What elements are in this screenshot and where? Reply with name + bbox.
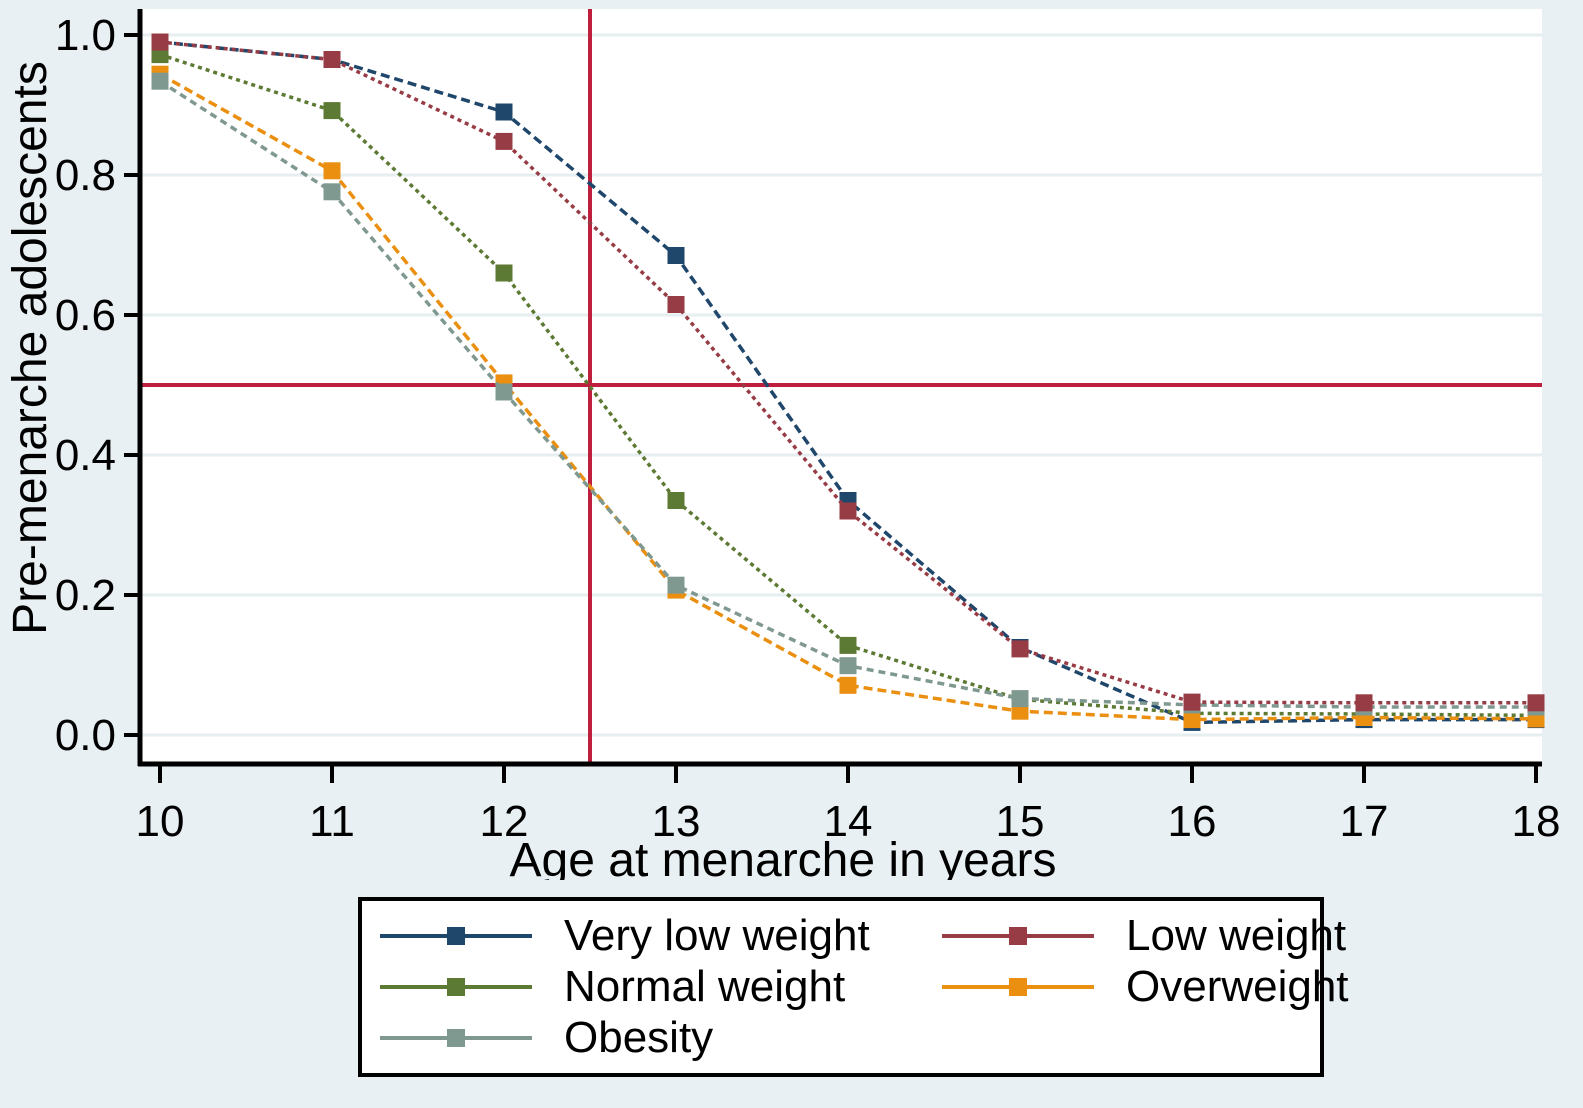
legend-marker-swatch (1009, 927, 1027, 946)
data-point-marker-low-weight (1527, 694, 1545, 712)
x-tick-label: 13 (652, 797, 701, 846)
legend-sample-low-weight (942, 924, 1094, 948)
tick-labels: 0.0 0.2 0.4 0.6 0.8 1.0 10 11 12 13 14 15 16 17 18 (55, 11, 1561, 846)
y-tick-label: 1.0 (55, 11, 116, 60)
data-point-marker-low-weight (495, 132, 513, 150)
x-tick-label: 11 (309, 797, 355, 846)
legend-sample-overweight (942, 975, 1094, 999)
legend-item-low-weight: Low weight (942, 911, 1349, 961)
tick-marks (124, 33, 1538, 783)
x-axis-title: Age at menarche in years (510, 834, 1057, 880)
legend-marker-swatch (1009, 977, 1027, 996)
data-point-marker-low-weight (323, 51, 341, 68)
data-point-marker-very-low-weight (667, 247, 685, 264)
x-tick-label: 15 (996, 797, 1045, 846)
y-tick-label: 0.2 (55, 571, 116, 620)
series-lines (151, 33, 1545, 731)
data-point-marker-normal-weight (667, 492, 685, 509)
data-point-marker-obesity (667, 576, 685, 594)
data-point-marker-obesity (495, 383, 513, 401)
legend-sample-obesity (380, 1026, 532, 1050)
data-point-marker-very-low-weight (495, 103, 513, 121)
data-point-marker-low-weight (1355, 694, 1373, 712)
data-point-marker-low-weight (1183, 693, 1201, 711)
axes (137, 9, 1542, 767)
legend-label: Very low weight (564, 911, 870, 961)
gridlines (140, 33, 1542, 737)
series-line-normal-weight (159, 52, 1537, 718)
x-tick-label: 17 (1340, 797, 1389, 846)
legend-sample-very-low-weight (380, 924, 532, 948)
legend-label: Overweight (1126, 961, 1349, 1011)
x-tick-label: 10 (136, 797, 185, 846)
y-tick-label: 0.6 (55, 291, 116, 340)
data-point-marker-overweight (323, 162, 341, 180)
x-tick-label: 16 (1168, 797, 1217, 846)
legend-item-very-low-weight: Very low weight (380, 911, 942, 961)
legend-item-normal-weight: Normal weight (380, 962, 942, 1012)
data-point-marker-overweight (839, 676, 857, 694)
data-point-marker-low-weight (151, 33, 169, 51)
data-point-marker-normal-weight (323, 102, 341, 120)
legend-sample-normal-weight (380, 975, 532, 999)
data-point-marker-obesity (1011, 690, 1029, 708)
legend-marker-swatch (447, 927, 465, 946)
data-point-marker-overweight (1183, 711, 1201, 729)
legend-item-overweight: Overweight (942, 962, 1349, 1012)
legend-item-obesity: Obesity (380, 1013, 942, 1063)
legend-label: Obesity (564, 1012, 714, 1062)
legend-label: Low weight (1126, 911, 1347, 961)
legend-box: Very low weight Normal weight Obesity Low w… (358, 897, 1349, 1077)
series-line-low-weight (159, 40, 1536, 705)
legend-marker-swatch (447, 977, 465, 996)
x-tick-label: 12 (480, 797, 529, 846)
data-point-marker-obesity (323, 183, 341, 201)
data-point-marker-low-weight (667, 296, 685, 313)
survival-chart: 0.0 0.2 0.4 0.6 0.8 1.0 10 11 12 13 14 15 16 17 18 Pre… (4, 9, 1561, 880)
series-line-overweight (159, 72, 1537, 722)
y-tick-label: 0.8 (55, 151, 116, 200)
y-tick-label: 0.4 (55, 431, 116, 480)
legend-label: Normal weight (564, 961, 846, 1011)
data-point-marker-obesity (151, 72, 169, 90)
data-point-marker-normal-weight (839, 636, 857, 654)
y-tick-label: 0.0 (55, 711, 116, 760)
y-axis-title: Pre-menarche adolescents (4, 61, 57, 635)
legend-marker-swatch (447, 1028, 465, 1047)
x-tick-label: 18 (1512, 797, 1561, 846)
x-tick-label: 14 (824, 797, 873, 846)
data-point-marker-low-weight (839, 502, 857, 520)
data-point-marker-normal-weight (495, 264, 513, 282)
data-point-marker-low-weight (1011, 640, 1029, 658)
reference-lines (140, 9, 1542, 764)
data-point-marker-obesity (839, 657, 857, 675)
